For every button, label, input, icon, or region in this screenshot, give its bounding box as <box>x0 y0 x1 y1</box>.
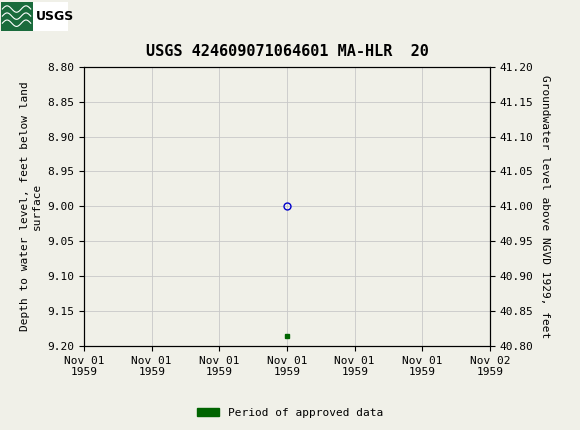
Legend: Period of approved data: Period of approved data <box>193 403 387 422</box>
Y-axis label: Groundwater level above NGVD 1929, feet: Groundwater level above NGVD 1929, feet <box>540 75 550 338</box>
Title: USGS 424609071064601 MA-HLR  20: USGS 424609071064601 MA-HLR 20 <box>146 43 429 58</box>
Text: USGS: USGS <box>36 9 74 23</box>
Bar <box>1 2 68 31</box>
Bar <box>1 2 33 31</box>
Y-axis label: Depth to water level, feet below land
surface: Depth to water level, feet below land su… <box>20 82 42 331</box>
